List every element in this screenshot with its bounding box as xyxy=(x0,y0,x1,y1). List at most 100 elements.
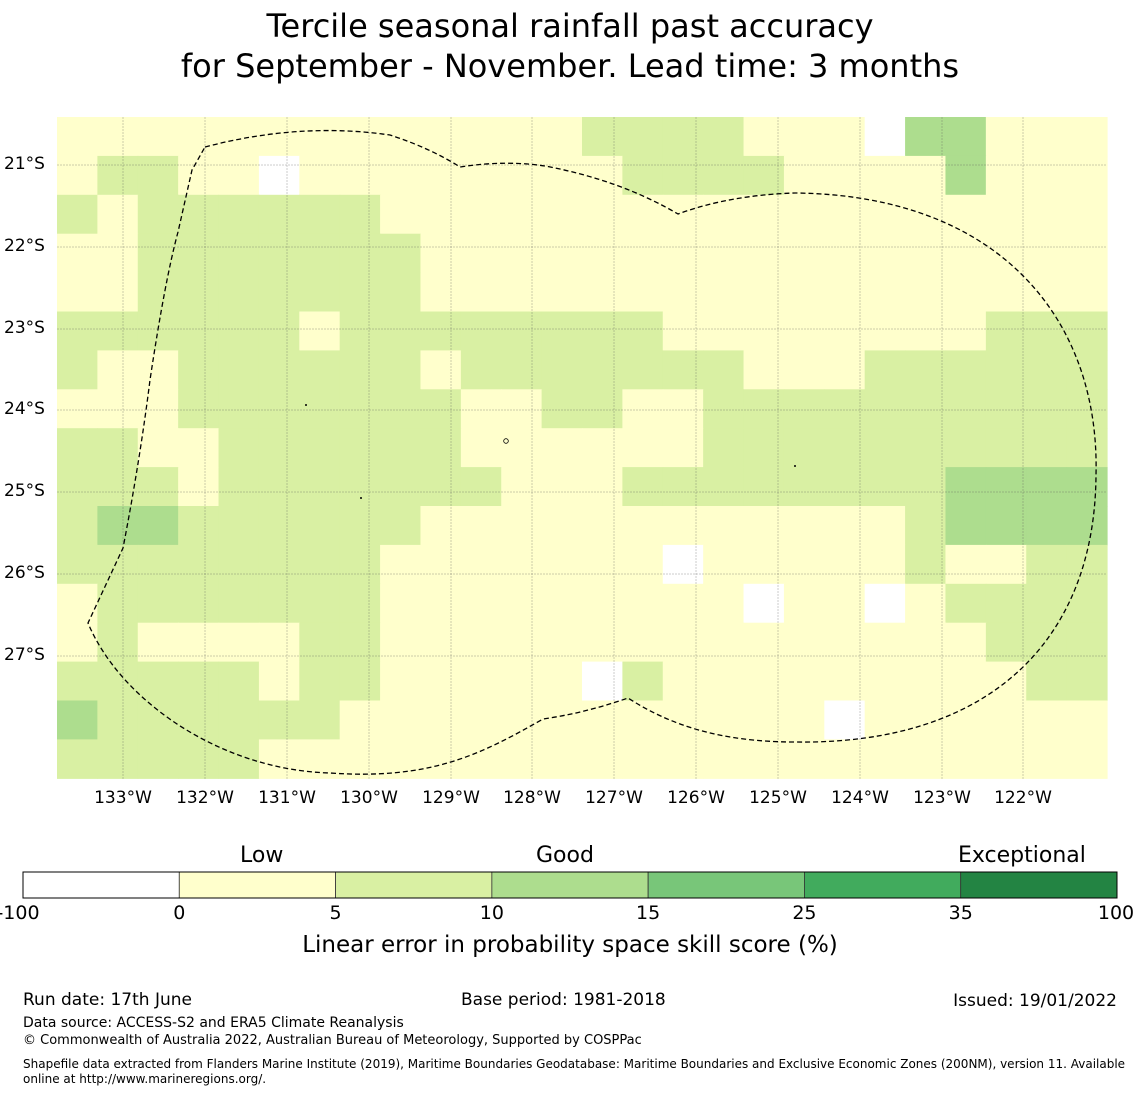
grid-cell xyxy=(97,661,139,702)
grid-cell xyxy=(703,661,745,702)
grid-cell xyxy=(905,428,947,468)
grid-cell xyxy=(824,700,866,740)
grid-cell xyxy=(339,622,381,663)
grid-cell xyxy=(945,700,987,740)
grid-cell xyxy=(1066,661,1108,702)
grid-cell xyxy=(783,233,825,274)
grid-cell xyxy=(743,622,785,663)
grid-cell xyxy=(420,700,462,740)
grid-cell xyxy=(380,583,422,624)
grid-cell xyxy=(864,155,906,196)
grid-cell xyxy=(380,739,422,779)
latitude-label: 27°S xyxy=(4,645,45,665)
grid-cell xyxy=(137,467,179,507)
grid-cell xyxy=(380,194,422,235)
grid-cell xyxy=(97,389,139,429)
grid-cell xyxy=(258,311,300,351)
grid-cell xyxy=(905,311,947,351)
grid-cell xyxy=(380,311,422,351)
grid-cell xyxy=(985,700,1027,740)
data-source: Data source: ACCESS-S2 and ERA5 Climate … xyxy=(23,1015,404,1031)
grid-cell xyxy=(985,661,1027,702)
grid-cell xyxy=(460,311,502,351)
grid-cell xyxy=(864,350,906,390)
grid-cell xyxy=(582,389,623,429)
grid-cell xyxy=(703,155,745,196)
latitude-label: 25°S xyxy=(4,481,45,501)
colorbar-tick-label: 35 xyxy=(948,902,973,924)
grid-cell xyxy=(1026,428,1068,468)
grid-cell xyxy=(582,467,623,507)
grid-cell xyxy=(743,389,785,429)
grid-cell xyxy=(299,544,341,585)
grid-cell xyxy=(541,506,583,546)
grid-cell xyxy=(662,233,704,274)
grid-cell xyxy=(541,194,583,235)
colorbar-category-exceptional: Exceptional xyxy=(958,843,1086,868)
grid-cell xyxy=(501,194,543,235)
grid-cell xyxy=(501,428,543,468)
grid-cell xyxy=(703,350,745,390)
grid-cell xyxy=(985,272,1027,313)
grid-cell xyxy=(178,233,220,274)
grid-cell xyxy=(339,700,381,740)
grid-cell xyxy=(380,428,422,468)
grid-cell xyxy=(178,544,220,585)
grid-cell xyxy=(380,622,422,663)
grid-cell xyxy=(703,117,745,157)
grid-cell xyxy=(460,155,502,196)
grid-cell xyxy=(1066,272,1108,313)
grid-cell xyxy=(582,272,623,313)
grid-cell xyxy=(1026,506,1068,546)
grid-cell xyxy=(662,467,704,507)
grid-cell xyxy=(905,194,947,235)
grid-cell xyxy=(460,194,502,235)
latitude-label: 22°S xyxy=(4,236,45,256)
eez-boundary xyxy=(87,129,1097,775)
grid-cell xyxy=(339,350,381,390)
grid-cell xyxy=(945,428,987,468)
grid-cell xyxy=(380,117,422,157)
grid-cell xyxy=(137,428,179,468)
grid-cell xyxy=(582,544,623,585)
grid-cell xyxy=(299,311,341,351)
longitude-label: 129°W xyxy=(422,788,480,808)
grid-cell xyxy=(1026,544,1068,585)
grid-cell xyxy=(137,233,179,274)
grid-cell xyxy=(582,117,623,157)
grid-cell xyxy=(662,194,704,235)
grid-cell xyxy=(339,506,381,546)
grid-cell xyxy=(137,117,179,157)
grid-cell xyxy=(258,428,300,468)
grid-cell xyxy=(824,350,866,390)
grid-cell xyxy=(743,467,785,507)
grid-cell xyxy=(1066,311,1108,351)
grid-cell xyxy=(420,117,462,157)
grid-cell xyxy=(905,350,947,390)
grid-cell xyxy=(743,350,785,390)
grid-cell xyxy=(945,544,987,585)
grid-cell xyxy=(824,194,866,235)
grid-cell xyxy=(420,739,462,779)
grid-cell xyxy=(945,194,987,235)
grid-cell xyxy=(1026,661,1068,702)
grid-cell xyxy=(905,544,947,585)
grid-cell xyxy=(864,544,906,585)
grid-cell xyxy=(218,506,260,546)
colorbar xyxy=(22,871,1118,899)
run-date: Run date: 17th June xyxy=(23,990,192,1010)
grid-cell xyxy=(824,661,866,702)
grid-cell xyxy=(97,350,139,390)
grid-cell xyxy=(501,506,543,546)
grid-cell xyxy=(743,155,785,196)
grid-cell xyxy=(178,739,220,779)
grid-cell xyxy=(1026,739,1068,779)
grid-cell xyxy=(1066,389,1108,429)
grid-cell xyxy=(824,544,866,585)
grid-cell xyxy=(945,350,987,390)
grid-cell xyxy=(57,661,98,702)
grid-cell xyxy=(945,155,987,196)
grid-cell xyxy=(582,194,623,235)
grid-cell xyxy=(905,155,947,196)
grid-cell xyxy=(662,739,704,779)
